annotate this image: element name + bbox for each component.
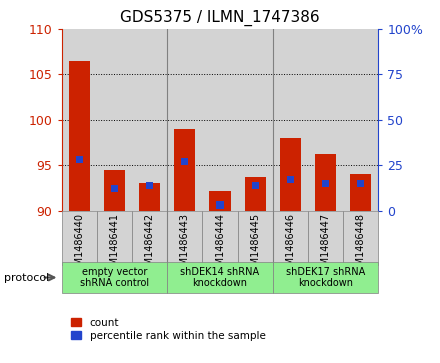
Bar [357, 180, 364, 187]
FancyBboxPatch shape [343, 211, 378, 265]
FancyBboxPatch shape [273, 262, 378, 293]
Text: GSM1486446: GSM1486446 [286, 213, 295, 278]
Bar [76, 156, 83, 163]
FancyBboxPatch shape [167, 211, 202, 265]
Bar [308, 29, 343, 211]
FancyBboxPatch shape [202, 211, 238, 265]
Bar [209, 191, 231, 211]
Bar [350, 174, 371, 211]
Bar [252, 182, 259, 189]
Bar [238, 29, 273, 211]
FancyBboxPatch shape [62, 211, 97, 265]
Bar [315, 154, 336, 211]
Bar [280, 138, 301, 211]
Bar [216, 201, 224, 209]
Text: GSM1486440: GSM1486440 [74, 213, 84, 278]
Text: GSM1486444: GSM1486444 [215, 213, 225, 278]
FancyBboxPatch shape [62, 262, 167, 293]
Bar [132, 29, 167, 211]
Bar [97, 29, 132, 211]
Text: GSM1486447: GSM1486447 [321, 213, 330, 278]
Text: GSM1486445: GSM1486445 [250, 213, 260, 278]
Legend: count, percentile rank within the sample: count, percentile rank within the sample [67, 314, 270, 345]
Bar [167, 29, 202, 211]
Bar [245, 177, 266, 211]
Bar [139, 183, 160, 211]
Bar [202, 29, 238, 211]
Text: GSM1486443: GSM1486443 [180, 213, 190, 278]
Bar [62, 29, 97, 211]
Title: GDS5375 / ILMN_1747386: GDS5375 / ILMN_1747386 [120, 10, 320, 26]
Bar [174, 129, 195, 211]
Bar [111, 185, 118, 192]
FancyBboxPatch shape [238, 211, 273, 265]
Bar [69, 61, 90, 211]
Bar [104, 170, 125, 211]
Text: shDEK14 shRNA
knockdown: shDEK14 shRNA knockdown [180, 267, 260, 289]
Bar [273, 29, 308, 211]
Text: empty vector
shRNA control: empty vector shRNA control [80, 267, 149, 289]
Text: GSM1486448: GSM1486448 [356, 213, 366, 278]
FancyBboxPatch shape [97, 211, 132, 265]
Bar [322, 180, 329, 187]
Bar [181, 158, 188, 165]
Text: shDEK17 shRNA
knockdown: shDEK17 shRNA knockdown [286, 267, 365, 289]
FancyBboxPatch shape [132, 211, 167, 265]
FancyBboxPatch shape [308, 211, 343, 265]
Text: GSM1486442: GSM1486442 [145, 213, 154, 278]
Text: protocol: protocol [4, 273, 50, 283]
Bar [343, 29, 378, 211]
FancyBboxPatch shape [273, 211, 308, 265]
FancyBboxPatch shape [167, 262, 273, 293]
Bar [287, 176, 294, 183]
Bar [146, 182, 153, 189]
Text: GSM1486441: GSM1486441 [110, 213, 119, 278]
